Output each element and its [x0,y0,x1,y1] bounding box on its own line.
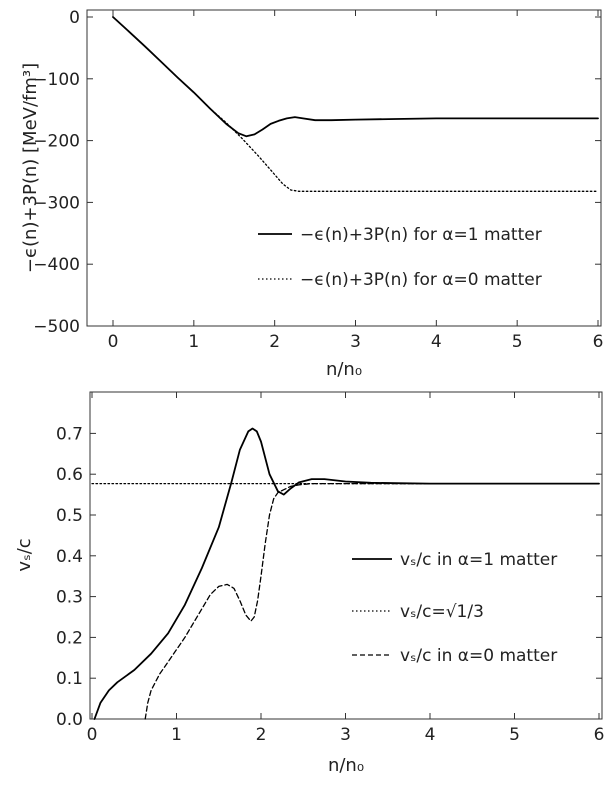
y-tick-label: 0.2 [56,628,83,648]
y-tick-label: 0.7 [56,424,83,444]
top-x-axis-label: n/n₀ [326,359,362,380]
bottom-chart-panel: 0 1 2 3 4 5 6 0.0 0.1 0.2 0.3 0.4 0.5 0.6 0.7 vₛ/c in α… [14,391,605,776]
x-tick-label: 0 [87,725,98,745]
y-tick-label: 0.0 [56,710,83,730]
bottom-x-axis-label: n/n₀ [328,755,364,776]
y-tick-label: 0 [69,8,80,28]
top-chart-panel: 0 1 2 3 4 5 6 0 −100 −200 −300 −400 −500 −ϵ(n)+3P(n) … [20,8,603,380]
x-tick-label: 6 [593,332,604,352]
x-tick-label: 5 [512,332,523,352]
x-tick-label: 3 [340,725,351,745]
x-tick-label: 4 [425,725,436,745]
x-tick-label: 4 [431,332,442,352]
x-tick-label: 2 [269,332,280,352]
series-line-solid [112,16,599,138]
y-tick-label: 0.5 [56,506,83,526]
y-tick-label: −400 [33,255,80,275]
legend-label: −ϵ(n)+3P(n) for α=0 matter [300,270,542,290]
series-line-dashed [144,482,600,720]
y-tick-label: 0.4 [56,547,83,567]
x-tick-label: 1 [171,725,182,745]
top-y-axis-label: −ϵ(n)+3P(n) [MeV/fm³] [20,63,41,273]
y-tick-label: 0.1 [56,669,83,689]
x-tick-label: 5 [509,725,520,745]
x-tick-label: 0 [108,332,119,352]
legend-label: vₛ/c=√1/3 [400,602,484,622]
x-tick-label: 3 [350,332,361,352]
y-tick-label: −200 [33,132,80,152]
y-tick-label: −100 [33,70,80,90]
series-line-solid [93,427,600,720]
x-tick-label: 2 [256,725,267,745]
bottom-y-axis-label: vₛ/c [14,538,35,571]
y-tick-label: 0.3 [56,588,83,608]
legend-label: vₛ/c in α=1 matter [400,550,557,570]
y-tick-label: 0.6 [56,465,83,485]
x-tick-label: 6 [594,725,605,745]
legend-label: vₛ/c in α=0 matter [400,646,557,666]
series-line-dotted [112,16,599,192]
y-tick-label: −300 [33,193,80,213]
y-tick-label: −500 [33,317,80,337]
top-chart-frame [86,9,602,327]
legend-label: −ϵ(n)+3P(n) for α=1 matter [300,225,542,245]
x-tick-label: 1 [188,332,199,352]
